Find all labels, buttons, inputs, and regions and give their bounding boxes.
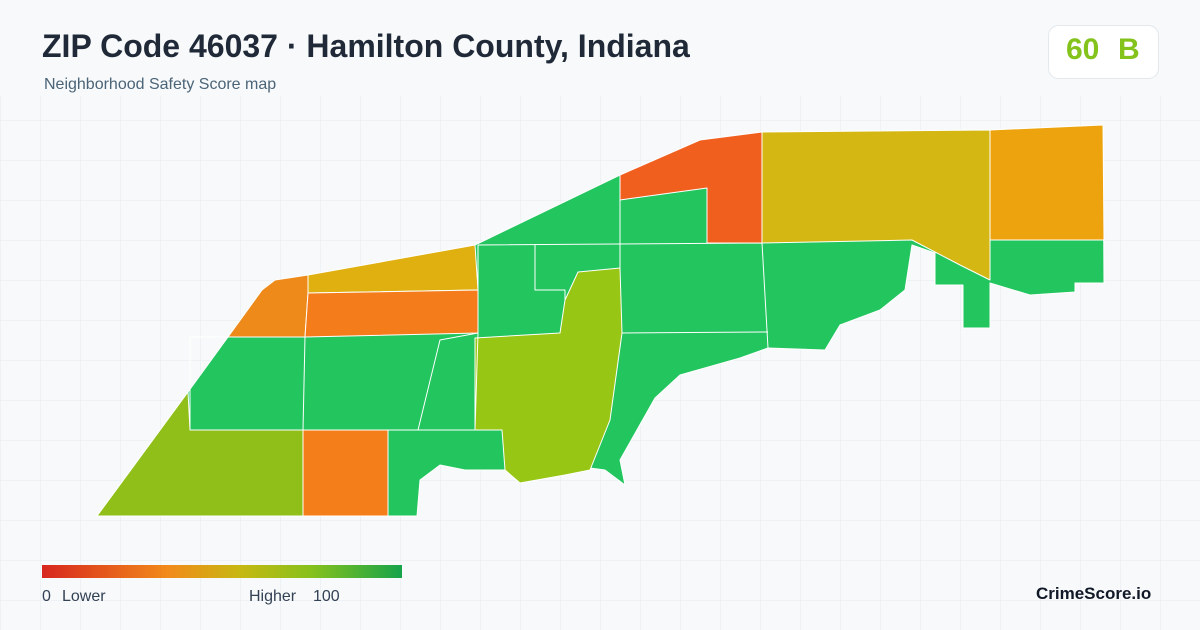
- score-badge: [1048, 25, 1159, 79]
- region: [304, 289, 479, 338]
- title: ZIP Code 46037 · Hamilton County, Indian…: [42, 28, 690, 64]
- region: [989, 124, 1105, 241]
- legend-min: 0: [42, 588, 51, 605]
- boundary: [302, 336, 306, 431]
- boundary: [621, 331, 769, 334]
- boundary: [534, 245, 566, 300]
- boundary: [189, 336, 228, 430]
- region: [302, 429, 389, 517]
- region: [96, 391, 304, 517]
- legend-gradient: [42, 565, 402, 578]
- score-grade: B: [1118, 33, 1140, 66]
- boundary: [477, 242, 769, 349]
- legend-min-label: Lower: [62, 588, 106, 605]
- legend-max-label: Higher: [249, 588, 297, 605]
- boundary: [417, 332, 479, 431]
- score-value: 60: [1066, 33, 1100, 66]
- brand: CrimeScore.io: [1036, 584, 1152, 603]
- subtitle: Neighborhood Safety Score map: [44, 76, 277, 93]
- region: [474, 267, 623, 484]
- legend-max: 100: [313, 588, 340, 605]
- zip-area: [96, 124, 1105, 517]
